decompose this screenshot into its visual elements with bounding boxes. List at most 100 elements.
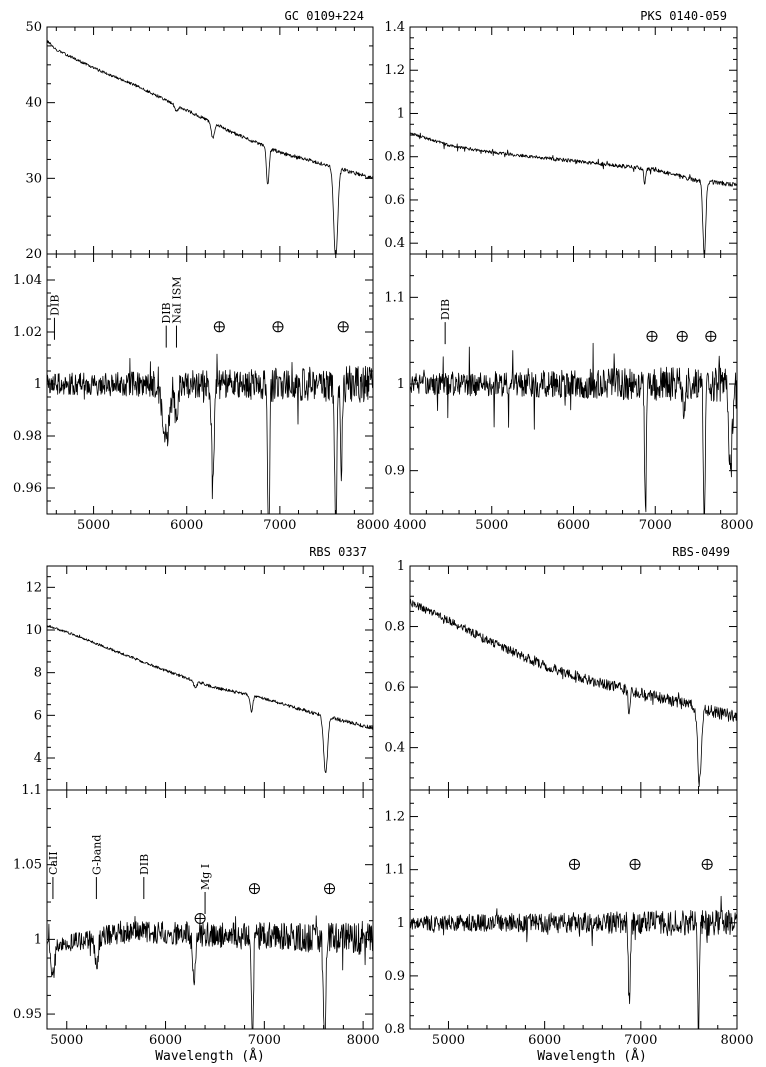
y-tick-label: 0.96: [13, 481, 42, 496]
y-tick-label: 0.4: [384, 236, 405, 251]
y-tick-label: 1.05: [13, 858, 42, 873]
x-tick-label: 8000: [356, 518, 389, 533]
x-tick-label: 6000: [149, 1033, 182, 1048]
y-tick-label: 1: [397, 559, 405, 574]
x-tick-label: 5000: [77, 518, 110, 533]
telluric-icon: [272, 321, 284, 333]
telluric-icon: [248, 883, 260, 895]
panel-gc0109-flux: 20 30 40 50: [25, 20, 374, 262]
y-tick-label: 0.8: [384, 150, 405, 165]
x-tick-label: 5000: [432, 1033, 465, 1048]
y-tick-label: 0.9: [384, 969, 405, 984]
plot-frame: [46, 789, 374, 1030]
title-gc0109: GC 0109+224: [285, 9, 364, 23]
spectrum-line: [410, 895, 737, 1029]
y-tick-label: 1: [34, 377, 42, 392]
y-tick-label: 20: [25, 247, 42, 262]
x-tick-label: 5000: [50, 1033, 83, 1048]
y-tick-label: 30: [25, 171, 42, 186]
line-annotation: CaII: [47, 851, 60, 875]
plot-frame: [409, 789, 738, 1030]
telluric-icon: [194, 912, 206, 924]
xlabel-right: Wavelength (Å): [537, 1048, 647, 1064]
x-tick-label: 7000: [624, 1033, 657, 1048]
y-tick-label: 0.6: [384, 680, 405, 695]
plot-frame: [409, 26, 738, 255]
y-tick-label: 1: [397, 106, 405, 121]
y-tick-label: 8: [34, 666, 42, 681]
title-pks0140: PKS 0140-059: [640, 9, 727, 23]
spectrum-line: [410, 598, 737, 787]
telluric-icon: [213, 321, 225, 333]
panel-pks0140-flux: 0.4 0.6 0.8 1 1.2 1.4: [384, 20, 738, 255]
x-tick-label: 6000: [557, 518, 590, 533]
y-tick-label: 0.9: [384, 464, 405, 479]
y-tick-label: 1: [34, 932, 42, 947]
spectrum-line: [410, 342, 737, 514]
y-tick-label: 1.2: [384, 63, 405, 78]
y-tick-label: 0.6: [384, 193, 405, 208]
spectrum-line: [47, 915, 373, 1029]
x-tick-label: 5000: [475, 518, 508, 533]
y-tick-label: 1.1: [384, 290, 405, 305]
line-annotation: DIB: [439, 299, 452, 320]
y-tick-label: 1.1: [21, 783, 42, 798]
telluric-icon: [629, 858, 641, 870]
x-tick-label: 6000: [170, 518, 203, 533]
telluric-icon: [701, 858, 713, 870]
y-tick-label: 1.4: [384, 20, 405, 35]
y-tick-label: 1.02: [13, 325, 42, 340]
y-tick-label: 1.04: [13, 273, 42, 288]
x-tick-label: 7000: [248, 1033, 281, 1048]
line-annotation: G-band: [90, 835, 103, 875]
spectrum-line: [47, 625, 373, 773]
spectrum-line: [410, 132, 737, 254]
line-annotation: NaI ISM: [170, 276, 183, 323]
telluric-icon: [337, 321, 349, 333]
x-tick-label: 7000: [263, 518, 296, 533]
y-tick-label: 1: [397, 377, 405, 392]
line-annotation: Mg I: [199, 864, 212, 890]
x-tick-label: 4000: [393, 518, 426, 533]
spectrum-line: [47, 40, 373, 254]
x-tick-label: 6000: [528, 1033, 561, 1048]
y-tick-label: 0.4: [384, 741, 405, 756]
telluric-icon: [705, 330, 717, 342]
telluric-icon: [646, 330, 658, 342]
panel-pks0140-normalized: 4000 5000 6000 7000 8000 0.9 1 1.1 DIB: [384, 253, 754, 533]
y-tick-label: 0.98: [13, 429, 42, 444]
title-rbs0337: RBS 0337: [309, 545, 367, 559]
line-annotation: DIB: [138, 854, 151, 875]
panel-rbs0337-flux: 4 6 8 10 12: [25, 565, 374, 791]
panel-rbs0499-flux: 0.4 0.6 0.8 1: [384, 559, 738, 791]
y-tick-label: 0.95: [13, 1007, 42, 1022]
line-annotation: DIB: [160, 302, 173, 323]
telluric-icon: [324, 883, 336, 895]
y-tick-label: 6: [34, 708, 42, 723]
telluric-icon: [568, 858, 580, 870]
y-tick-label: 10: [25, 623, 42, 638]
y-tick-label: 1.2: [384, 810, 405, 825]
line-annotation: DIB: [48, 295, 61, 316]
x-tick-label: 8000: [720, 518, 753, 533]
y-tick-label: 50: [25, 20, 42, 35]
y-tick-label: 1.1: [384, 863, 405, 878]
plot-frame: [46, 26, 374, 255]
y-tick-label: 0.8: [384, 620, 405, 635]
title-rbs0499: RBS-0499: [672, 545, 730, 559]
x-tick-label: 8000: [347, 1033, 380, 1048]
y-tick-label: 1: [397, 916, 405, 931]
panel-rbs0337-normalized: 5000 6000 7000 8000 0.95 1 1.05 1.1 CaII G-band DI…: [13, 783, 380, 1048]
y-tick-label: 40: [25, 96, 42, 111]
y-tick-label: 4: [34, 751, 42, 766]
y-tick-label: 12: [25, 580, 42, 595]
x-tick-label: 7000: [639, 518, 672, 533]
y-tick-label: 0.8: [384, 1022, 405, 1037]
xlabel-left: Wavelength (Å): [155, 1048, 265, 1064]
x-tick-label: 8000: [720, 1033, 753, 1048]
telluric-icon: [676, 330, 688, 342]
panel-rbs0499-normalized: 5000 6000 7000 8000 0.8 0.9 1 1.1 1.2: [384, 789, 754, 1048]
spectrum-line: [47, 353, 373, 514]
